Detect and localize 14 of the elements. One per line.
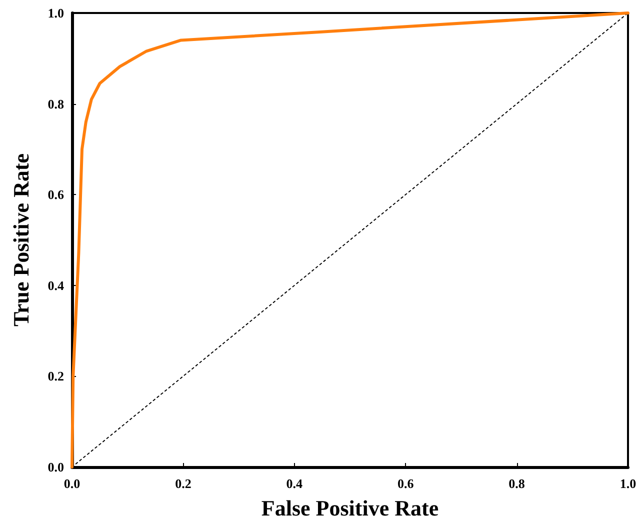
y-axis-title: True Positive Rate — [8, 153, 34, 327]
x-tick-label: 0.6 — [397, 476, 414, 491]
y-tick-label: 0.8 — [48, 96, 64, 112]
x-tick-label: 0.0 — [64, 476, 80, 491]
y-tick-label: 0.0 — [48, 460, 64, 474]
x-axis-title: False Positive Rate — [261, 496, 439, 520]
x-tick-label: 0.4 — [286, 476, 304, 491]
y-tick-label: 0.6 — [48, 187, 64, 202]
y-tick-label: 0.2 — [48, 368, 64, 384]
x-tick-label: 0.8 — [508, 476, 526, 491]
x-tick-label: 0.2 — [175, 476, 192, 491]
x-tick-label: 1.0 — [620, 476, 636, 491]
y-tick-label: 0.4 — [48, 278, 64, 293]
y-tick-label: 1.0 — [48, 6, 64, 20]
